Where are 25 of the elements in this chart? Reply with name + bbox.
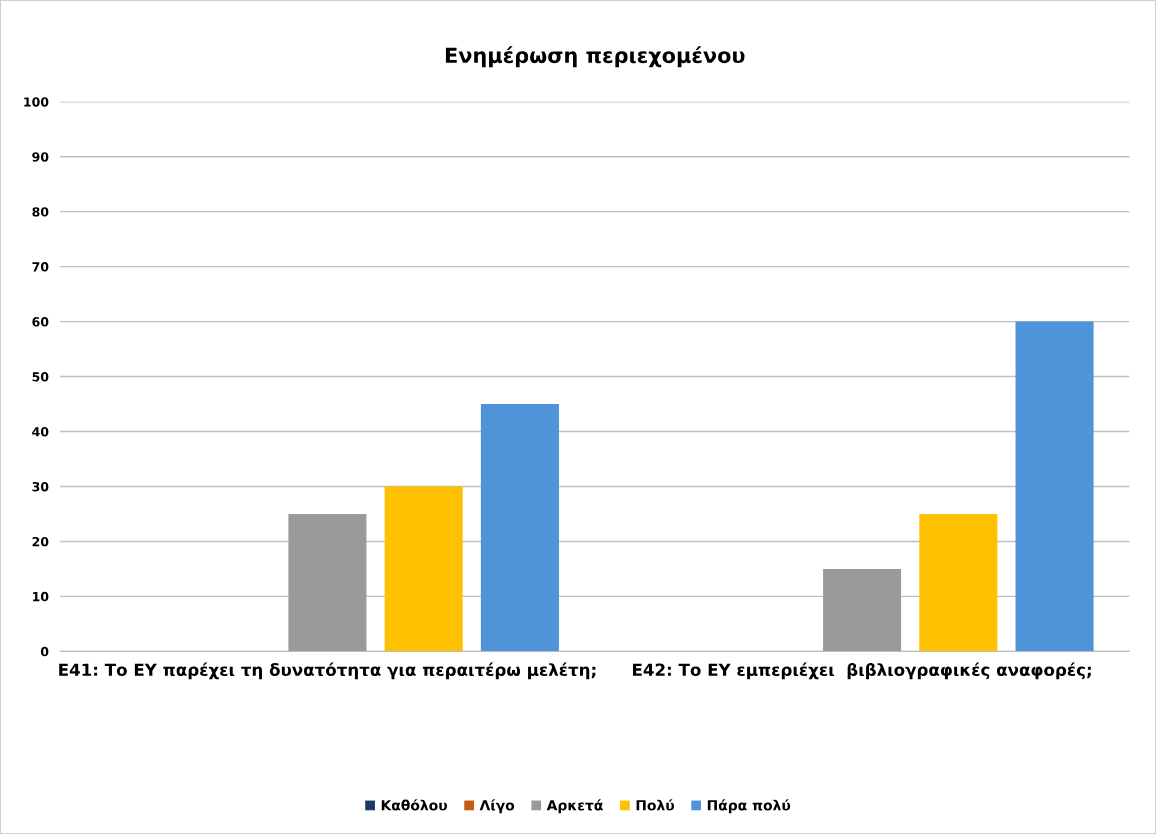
legend-label: Πάρα πολύ (707, 799, 791, 814)
y-tick-label: 20 (32, 536, 49, 547)
bar (1015, 321, 1094, 652)
y-tick-label: 60 (32, 317, 49, 327)
legend-label: Λίγο (479, 799, 515, 814)
y-tick-label: 70 (32, 262, 49, 272)
y-tick-label: 90 (32, 152, 49, 162)
y-tick-label: 80 (32, 207, 49, 217)
y-tick-label: 40 (32, 426, 49, 437)
bar (384, 486, 463, 652)
y-tick-label: 30 (32, 481, 49, 492)
legend-label: Πολύ (636, 799, 674, 811)
bar (919, 513, 998, 652)
x-tick-label: Ε41: Το ΕΥ παρέχει τη δυνατότητα για περαιτέρω μελέτη; (59, 662, 596, 680)
bar (480, 404, 559, 652)
chart-title: Ενημέρωση περιεχομένου (445, 46, 745, 68)
y-tick-label: 50 (32, 372, 49, 382)
x-tick-label: Ε42: Το ΕΥ εμπεριέχει βιβλιογραφικές αναφορές; (633, 662, 1091, 680)
y-tick-label: 10 (33, 591, 49, 602)
legend-label: Καθόλου (381, 799, 447, 811)
bar (823, 568, 902, 652)
y-tick-label: 100 (24, 97, 49, 107)
legend-label: Αρκετά (546, 799, 603, 814)
bar (288, 513, 367, 652)
y-tick-label: 0 (40, 646, 49, 657)
